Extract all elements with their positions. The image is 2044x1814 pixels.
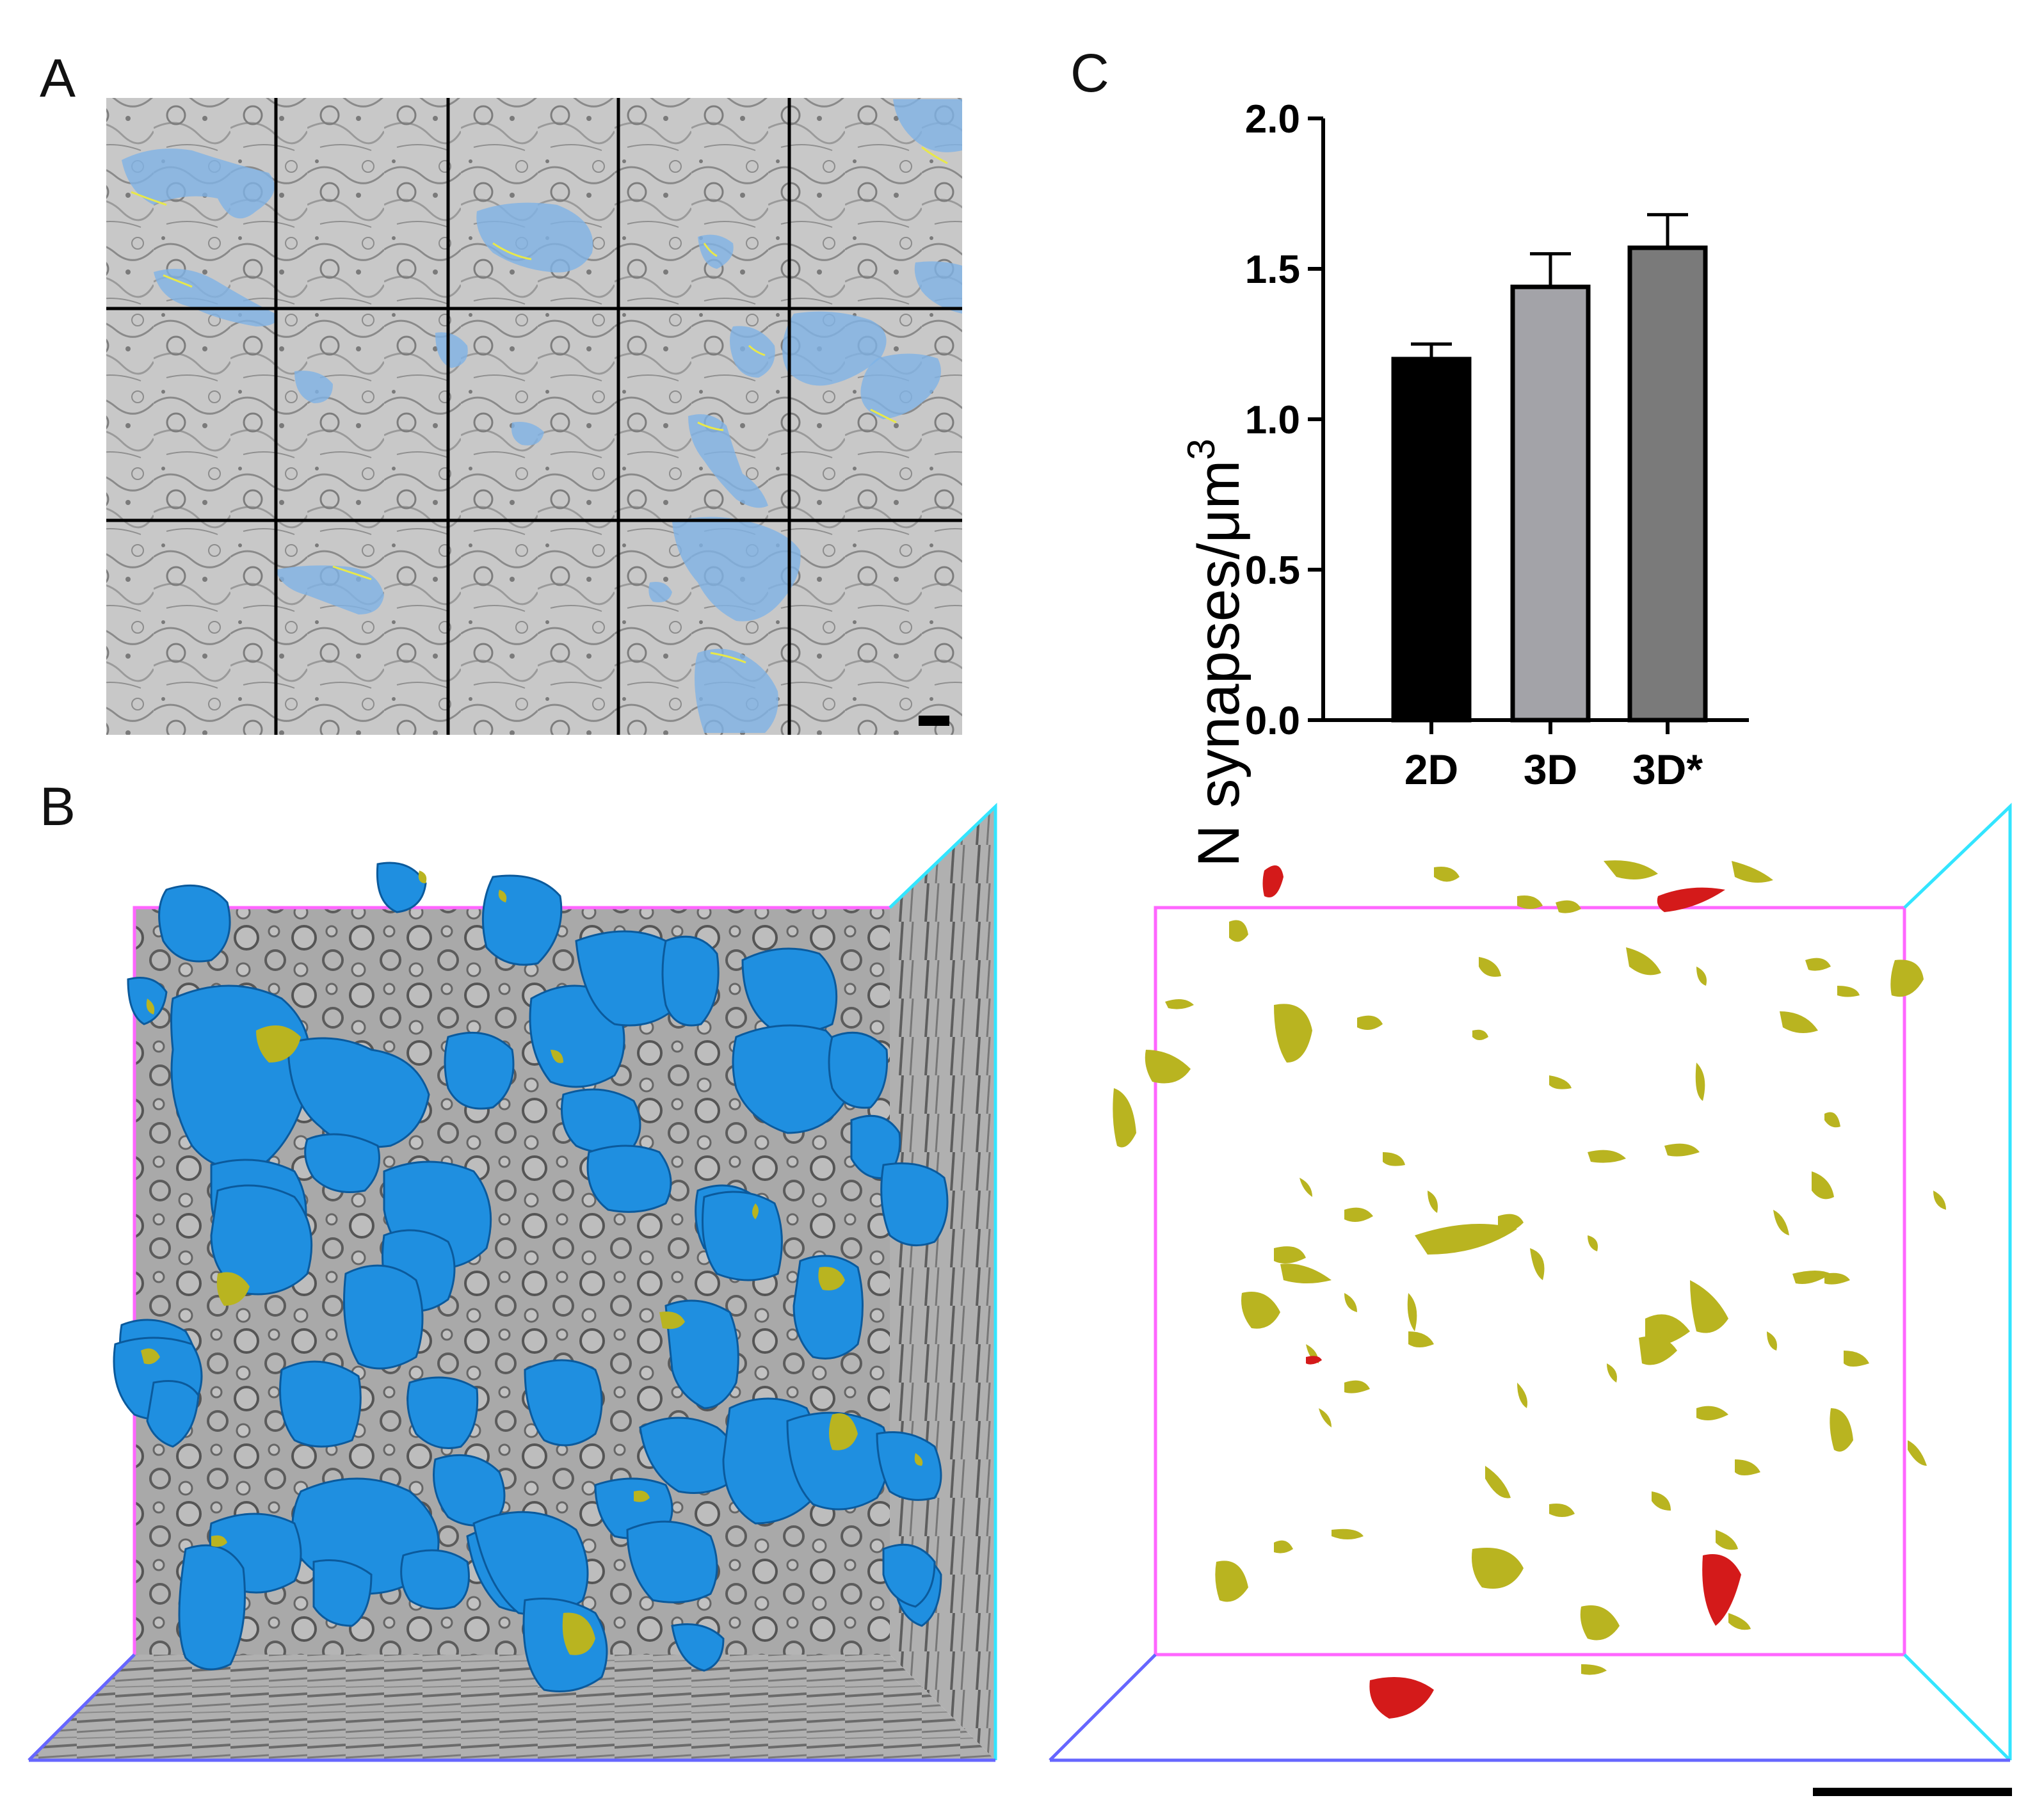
postsynaptic-overlays [122,99,962,733]
y-axis-label-main: N synapses/ [1186,543,1251,867]
yellow-synapses-right [1113,860,1946,1675]
panel-b-left-rendering [28,803,997,1762]
scale-bar-a [919,716,949,726]
y-tick-label: 0.0 [1245,699,1300,743]
em-side-wall [890,807,995,1760]
blue-postsynaptic-objects [113,862,949,1692]
y-tick-label: 2.0 [1245,97,1300,141]
x-tick-label: 3D [1524,746,1577,793]
panel-letter-a: A [40,48,76,108]
bars [1391,213,1708,734]
x-tick-label: 3D* [1632,746,1703,793]
bar-3d [1510,284,1591,723]
panel-c-bar-chart: 0.0 0.5 1.0 1.5 2.0 2D 3D 3D* N synapses/μm3 [1180,97,1749,867]
grid-lines [106,98,962,735]
box-edges-right [1049,803,2012,1762]
panel-b-right-rendering [1049,803,2012,1796]
panel-a-em-grid [106,98,962,735]
y-axis-label: N synapses/μm3 [1180,438,1251,867]
em-floor [29,1655,995,1760]
y-axis-label-unit: μm [1186,460,1251,543]
scale-bar-b [1813,1788,2012,1796]
y-tick-label: 1.5 [1245,248,1300,292]
y-tick-labels: 0.0 0.5 1.0 1.5 2.0 [1245,97,1300,743]
y-tick-label: 1.0 [1245,398,1300,442]
y-tick-label: 0.5 [1245,549,1300,593]
panel-letter-b: B [40,776,76,837]
red-synapses-right [1262,865,1741,1719]
bar-2d [1391,357,1472,723]
yellow-synapses-left [141,871,923,1655]
synapse-lines [131,146,948,664]
x-tick-label: 2D [1404,746,1458,793]
bar-3dstar [1627,245,1708,723]
x-tick-labels: 2D 3D 3D* [1404,746,1703,793]
y-axis-label-sup: 3 [1180,438,1223,460]
panel-letter-c: C [1070,43,1109,103]
